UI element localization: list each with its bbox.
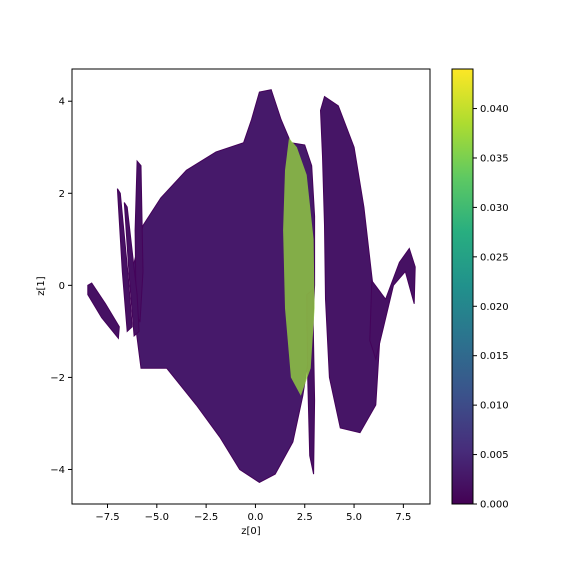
y-tick-label: −2 (50, 373, 65, 384)
colorbar-tick-label: 0.040 (480, 104, 509, 115)
x-tick-label: 0.0 (247, 512, 263, 523)
region-right-lobe (319, 95, 381, 434)
region-right-tail (369, 247, 416, 361)
x-tick-label: 7.5 (395, 512, 411, 523)
y-tick-label: 4 (59, 97, 65, 108)
y-tick-label: 0 (59, 281, 65, 292)
colorbar-tick-label: 0.010 (480, 401, 509, 412)
colorbar-tick-label: 0.030 (480, 203, 509, 214)
colorbar-tick-label: 0.025 (480, 252, 509, 263)
region-left-band-1 (134, 159, 144, 323)
region-left-tail (87, 282, 120, 340)
plot-area: −7.5 −5.0 −2.5 0.0 2.5 5.0 7.5 −4 −2 0 2 4 z[0] z[… (36, 68, 431, 537)
region-main-body (132, 89, 316, 483)
region-high-value-band (283, 138, 315, 396)
plot-frame (71, 68, 431, 505)
y-axis-label: z[1] (36, 276, 47, 296)
y-tick-label: 2 (59, 189, 65, 200)
x-tick-label: −7.5 (95, 512, 119, 523)
region-left-band-2 (116, 188, 133, 333)
y-axis-ticks: −4 −2 0 2 4 (50, 97, 72, 476)
colorbar-tick-label: 0.005 (480, 450, 509, 461)
colorbar-tick-label: 0.015 (480, 351, 509, 362)
colorbar-tick-label: 0.020 (480, 302, 509, 313)
x-tick-label: 2.5 (297, 512, 313, 523)
x-axis-ticks: −7.5 −5.0 −2.5 0.0 2.5 5.0 7.5 (95, 504, 411, 523)
x-tick-label: −5.0 (145, 512, 169, 523)
colorbar-tick-label: 0.035 (480, 153, 509, 164)
x-tick-label: −2.5 (194, 512, 218, 523)
y-tick-label: −4 (50, 465, 65, 476)
x-tick-label: 5.0 (346, 512, 362, 523)
colorbar-tick-label: 0.000 (480, 500, 509, 511)
colorbar-gradient (451, 68, 474, 505)
x-axis-label: z[0] (241, 526, 261, 537)
colorbar: 0.000 0.005 0.010 0.015 0.020 0.025 0.030 0.035… (451, 68, 509, 511)
region-left-band-3 (123, 202, 140, 338)
scatter-points (87, 89, 416, 483)
colorbar-ticks: 0.000 0.005 0.010 0.015 0.020 0.025 0.030 0.035… (473, 104, 509, 511)
